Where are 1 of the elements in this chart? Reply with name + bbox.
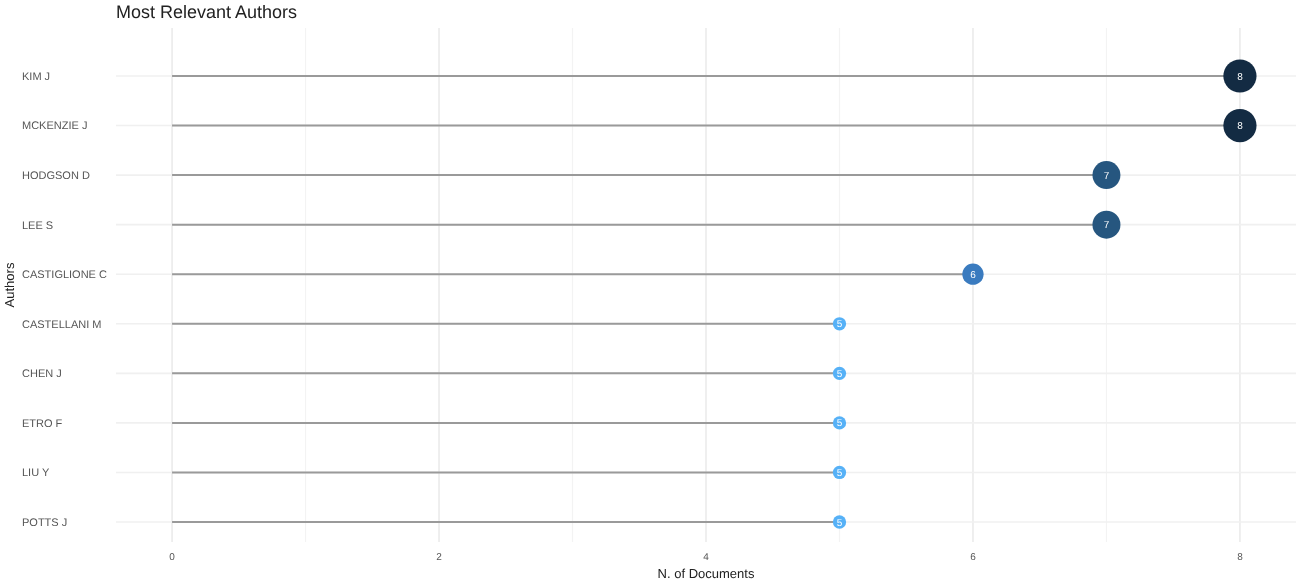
chart-title: Most Relevant Authors [116,2,299,22]
